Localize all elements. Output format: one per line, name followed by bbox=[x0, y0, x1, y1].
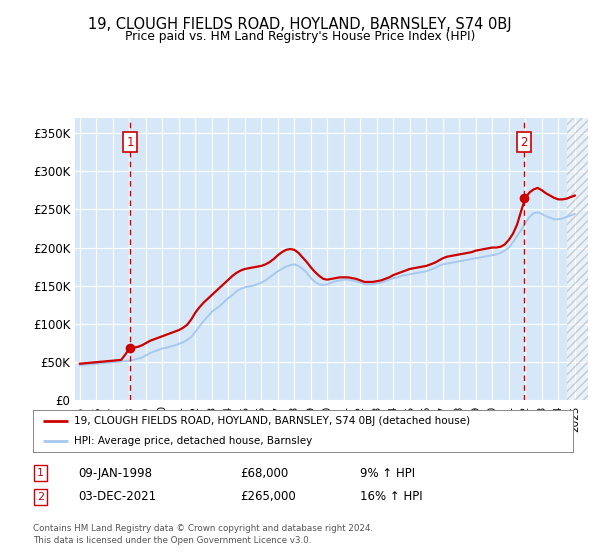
Text: Price paid vs. HM Land Registry's House Price Index (HPI): Price paid vs. HM Land Registry's House … bbox=[125, 30, 475, 43]
Text: 03-DEC-2021: 03-DEC-2021 bbox=[78, 490, 156, 503]
Text: 2: 2 bbox=[37, 492, 44, 502]
Text: £265,000: £265,000 bbox=[240, 490, 296, 503]
Text: 19, CLOUGH FIELDS ROAD, HOYLAND, BARNSLEY, S74 0BJ (detached house): 19, CLOUGH FIELDS ROAD, HOYLAND, BARNSLE… bbox=[74, 417, 470, 426]
Bar bbox=[566, 118, 599, 400]
Text: 09-JAN-1998: 09-JAN-1998 bbox=[78, 466, 152, 480]
Text: Contains HM Land Registry data © Crown copyright and database right 2024.
This d: Contains HM Land Registry data © Crown c… bbox=[33, 524, 373, 545]
Text: 9% ↑ HPI: 9% ↑ HPI bbox=[360, 466, 415, 480]
Text: HPI: Average price, detached house, Barnsley: HPI: Average price, detached house, Barn… bbox=[74, 436, 312, 446]
Text: 1: 1 bbox=[37, 468, 44, 478]
Text: 1: 1 bbox=[126, 136, 134, 148]
Text: 19, CLOUGH FIELDS ROAD, HOYLAND, BARNSLEY, S74 0BJ: 19, CLOUGH FIELDS ROAD, HOYLAND, BARNSLE… bbox=[88, 17, 512, 32]
Text: £68,000: £68,000 bbox=[240, 466, 288, 480]
Text: 2: 2 bbox=[520, 136, 528, 148]
Text: 16% ↑ HPI: 16% ↑ HPI bbox=[360, 490, 422, 503]
